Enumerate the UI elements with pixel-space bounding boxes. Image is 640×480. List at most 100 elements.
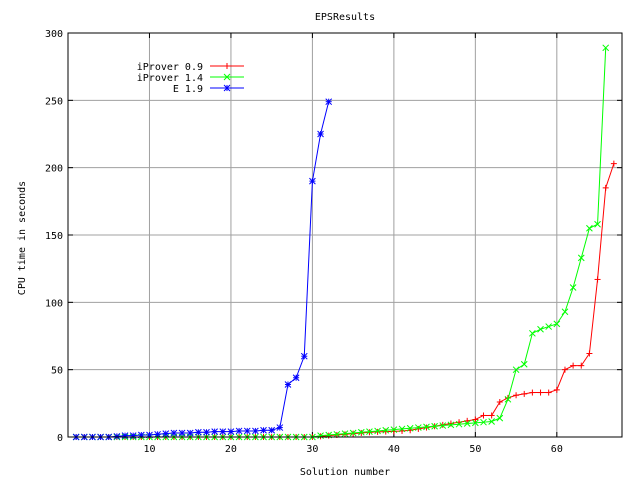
y-tick-label: 250 [45,96,63,107]
x-tick-label: 60 [551,444,563,455]
data-point [374,428,381,435]
data-point [382,428,389,435]
data-point [406,424,414,432]
data-point [586,224,593,232]
data-point [447,420,454,427]
data-point [223,73,231,81]
data-point [325,98,333,106]
series-iprover-1-4 [72,44,610,441]
data-point [520,360,528,368]
data-point [529,329,536,337]
data-point [162,430,170,437]
data-point [480,418,487,426]
x-tick-label: 10 [143,444,155,455]
data-point [211,428,219,435]
data-point [504,395,512,403]
data-point [194,428,202,436]
data-point [488,418,496,425]
data-point [276,424,284,431]
x-axis-label: Solution number [300,467,390,478]
data-point [349,429,357,437]
series-layer [72,44,617,441]
legend-entry: iProver 1.4 [137,73,244,84]
data-point [496,414,504,422]
data-point [284,381,292,388]
y-tick-label: 150 [45,231,63,242]
data-point [553,320,561,328]
data-point [472,416,479,423]
data-point [243,427,251,435]
data-point [170,429,178,437]
data-point [447,421,455,429]
data-point [521,390,528,397]
plot-frame [67,32,623,438]
data-point [439,422,447,429]
data-point [561,308,569,316]
data-point [252,427,259,435]
data-point [317,130,324,138]
data-point [121,432,129,440]
data-point [537,325,544,333]
series-line [76,163,615,438]
data-point [513,392,520,399]
legend-entry: iProver 0.9 [137,62,244,73]
data-point [471,419,479,427]
data-point [227,428,235,435]
data-point [390,426,398,433]
y-tick-label: 200 [45,164,63,175]
chart-title: EPSResults [315,12,375,23]
data-point [463,420,471,427]
data-point [537,389,544,396]
data-point [414,424,422,431]
data-point [602,184,609,191]
x-tick-label: 30 [306,444,318,455]
data-point [577,254,585,262]
data-point [455,420,463,428]
data-point [113,432,121,440]
data-point [569,284,577,291]
data-point [309,177,316,185]
x-tick-label: 20 [225,444,237,455]
data-point [260,426,267,434]
data-point [431,422,438,430]
data-point [341,430,349,437]
data-point [178,429,186,437]
y-axis-label: CPU time in seconds [17,181,28,295]
legend-label: iProver 0.9 [137,62,203,73]
data-point [553,386,560,393]
axis-ticks: 10 20 30 40 50 60 0 50 100 150 200 250 300 [45,29,622,455]
series-iprover-0-9 [73,160,617,440]
data-point [374,427,381,435]
y-tick-label: 50 [51,366,63,377]
data-point [154,430,161,438]
series-e-1-9 [72,98,333,441]
data-point [488,412,495,419]
data-point [129,432,137,440]
data-point [512,366,520,374]
legend-entry: E 1.9 [173,84,244,95]
data-point [292,374,300,382]
data-point [496,398,503,405]
y-tick-label: 100 [45,298,63,309]
data-point [186,429,194,437]
data-point [382,426,390,434]
data-point [529,389,536,396]
x-tick-label: 40 [388,444,400,455]
data-point [561,366,568,373]
series-line [76,47,607,438]
data-point [357,428,365,436]
data-point [594,220,601,228]
data-point [578,362,585,369]
y-tick-label: 0 [57,433,63,444]
x-tick-label: 50 [469,444,481,455]
gridlines [68,33,622,437]
data-point [224,63,230,69]
data-point [219,428,227,435]
legend-label: iProver 1.4 [137,73,203,84]
data-point [602,44,610,52]
data-point [545,389,552,396]
data-point [545,323,553,330]
data-point [398,425,406,433]
